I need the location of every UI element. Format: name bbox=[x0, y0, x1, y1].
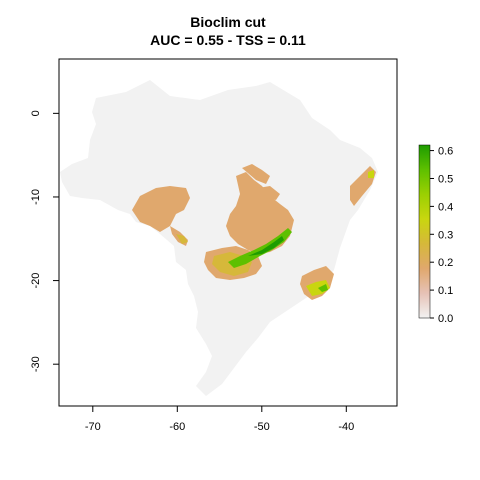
patch-green-band bbox=[228, 228, 292, 268]
legend-tick-label: 0.3 bbox=[438, 229, 453, 241]
legend-tick-label: 0.6 bbox=[438, 146, 453, 158]
legend-tick-label: 0.2 bbox=[438, 257, 453, 269]
x-tick-label: -50 bbox=[254, 421, 270, 433]
x-axis: -70 -60 -50 -40 bbox=[85, 406, 354, 433]
x-tick-label: -40 bbox=[338, 421, 354, 433]
y-axis: 0 -10 -20 -30 bbox=[30, 110, 59, 372]
legend-ticks: 0.0 0.1 0.2 0.3 0.4 0.5 0.6 bbox=[430, 146, 453, 325]
legend-tick-label: 0.0 bbox=[438, 313, 453, 325]
y-tick-label: -20 bbox=[30, 273, 42, 289]
patch-northeast-a bbox=[258, 186, 280, 200]
patch-northeast-dot bbox=[368, 170, 374, 178]
y-tick-label: -10 bbox=[30, 189, 42, 205]
patch-west-yellow bbox=[176, 234, 188, 244]
legend-tick-label: 0.1 bbox=[438, 285, 453, 297]
x-tick-label: -60 bbox=[169, 421, 185, 433]
legend-colorbar bbox=[418, 144, 431, 319]
patch-southeast-green bbox=[318, 284, 328, 292]
legend-tick-label: 0.4 bbox=[438, 201, 453, 213]
map-subtitle: AUC = 0.55 - TSS = 0.11 bbox=[150, 32, 306, 48]
legend: 0.0 0.1 0.2 0.3 0.4 0.5 0.6 bbox=[418, 144, 453, 325]
patch-green-core bbox=[248, 236, 284, 256]
y-tick-label: -30 bbox=[30, 356, 42, 372]
suitability-patches bbox=[132, 164, 376, 300]
patch-west bbox=[132, 186, 190, 232]
brazil-landmass bbox=[60, 80, 378, 396]
y-tick-label: 0 bbox=[30, 110, 42, 116]
x-tick-label: -70 bbox=[85, 421, 101, 433]
patch-central bbox=[226, 172, 294, 254]
legend-tick-label: 0.5 bbox=[438, 173, 453, 185]
plot-frame bbox=[58, 58, 398, 407]
map-title: Bioclim cut bbox=[190, 14, 266, 30]
patch-north bbox=[242, 164, 270, 184]
